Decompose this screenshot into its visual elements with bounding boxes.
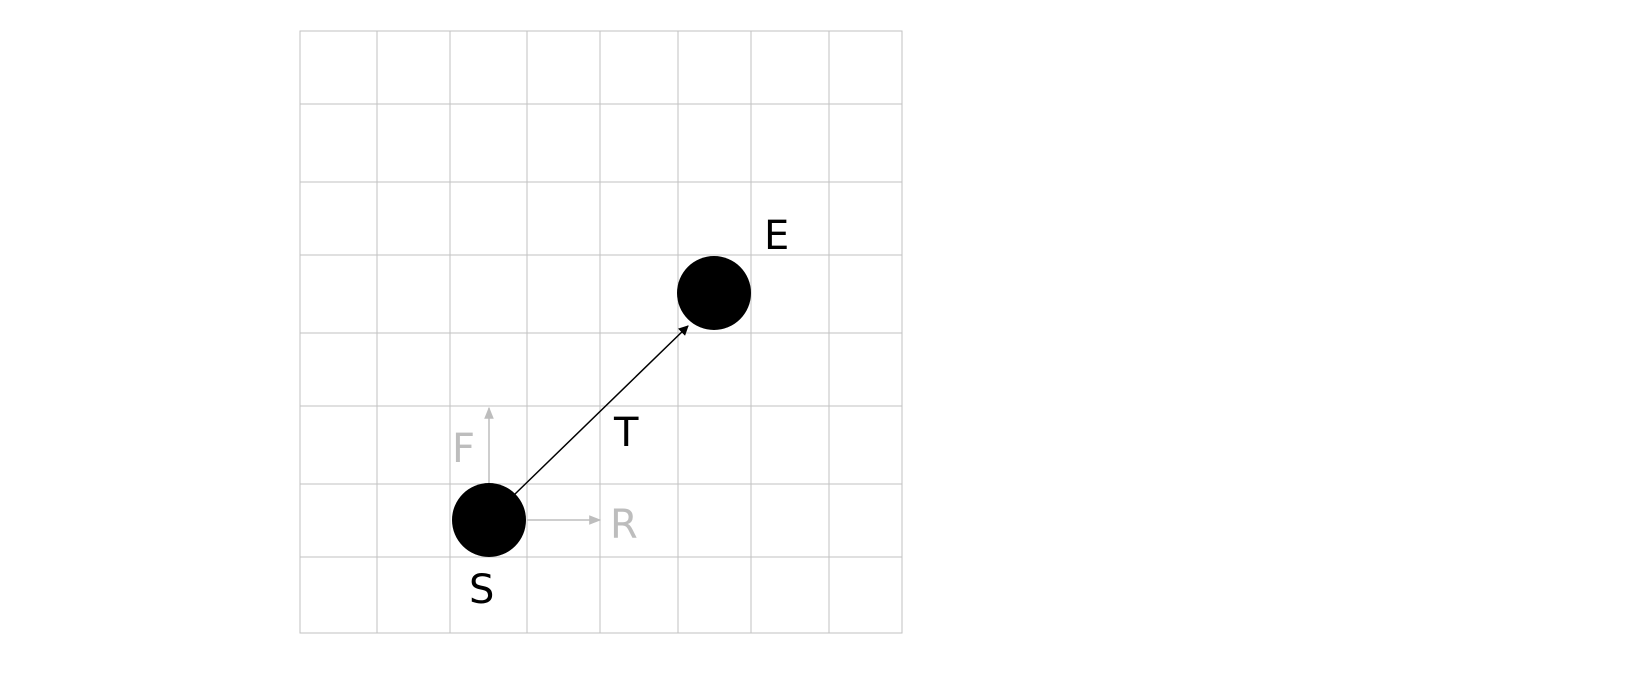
start-node [452, 483, 526, 557]
end-node [677, 256, 751, 330]
transform-label: T [613, 410, 639, 456]
transform-vector [513, 325, 689, 496]
grid-border [299, 30, 903, 634]
forward-label: F [452, 426, 475, 472]
grid [299, 30, 903, 634]
start-label: S [469, 567, 494, 613]
end-label: E [764, 213, 789, 259]
right-label: R [610, 502, 638, 548]
